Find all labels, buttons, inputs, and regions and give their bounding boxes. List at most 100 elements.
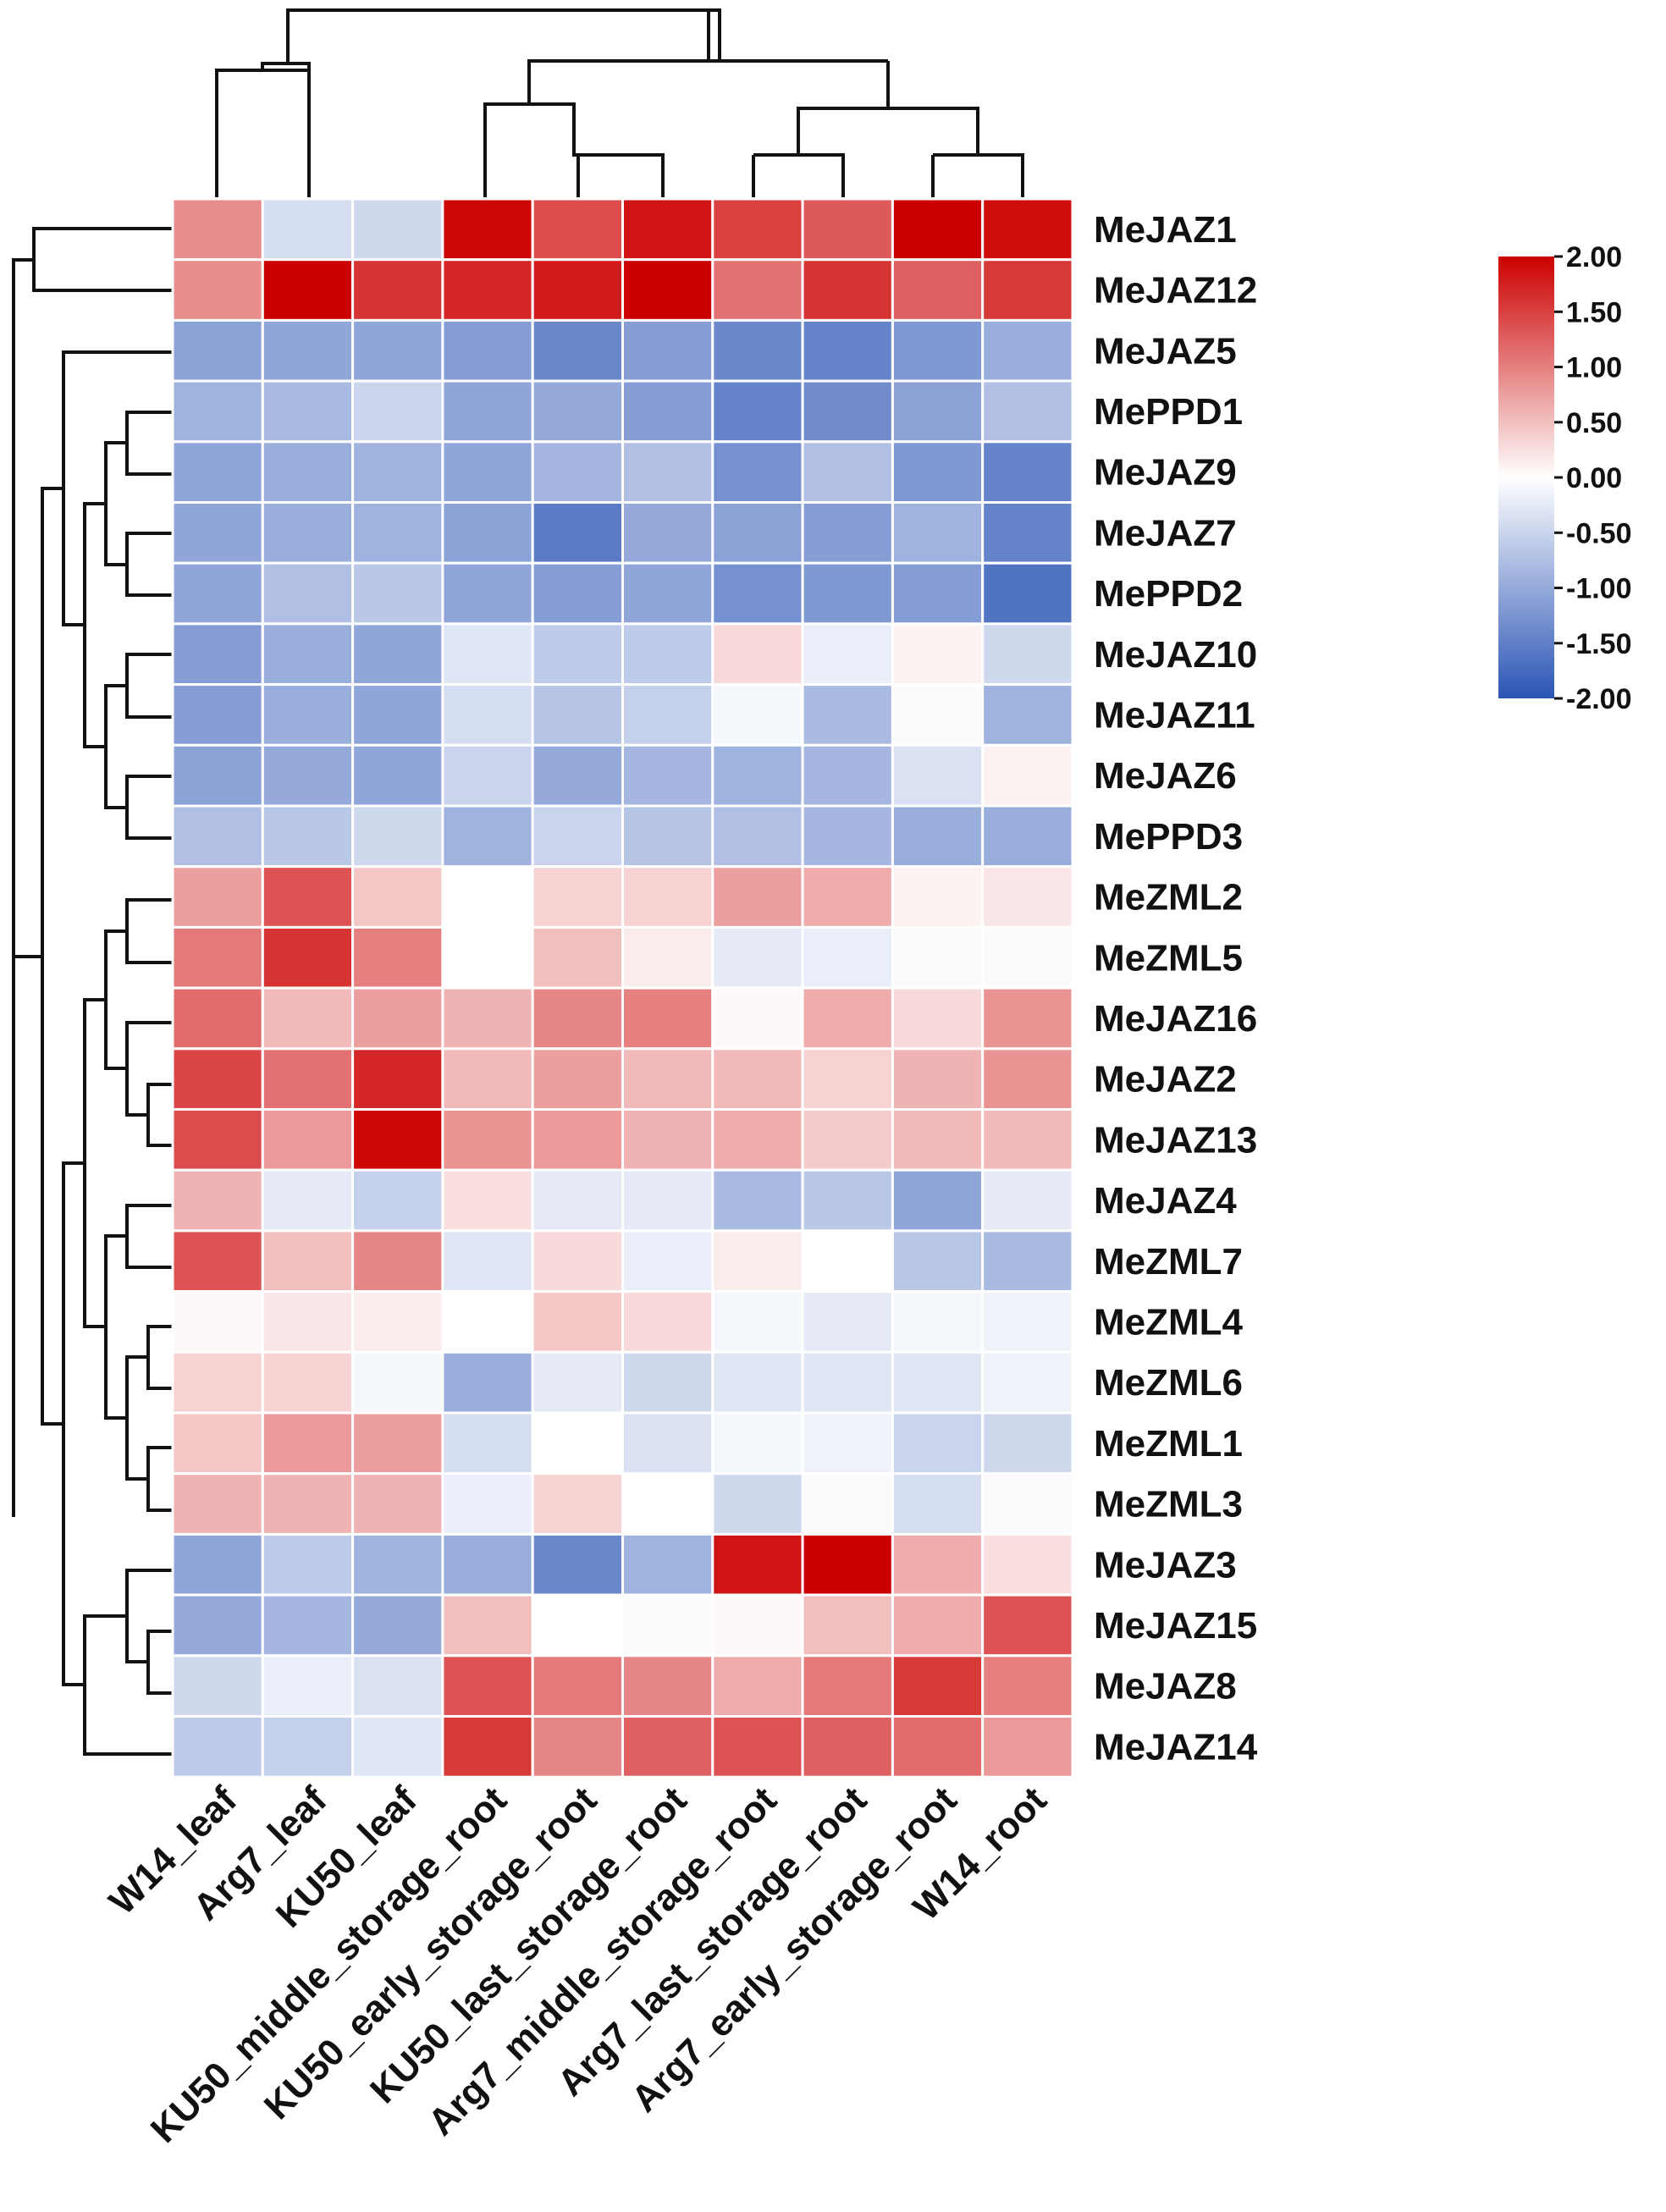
heatmap-cell (531, 1715, 625, 1779)
heatmap-cell (621, 1350, 714, 1415)
heatmap-cell (171, 1654, 264, 1718)
heatmap-cell (171, 1532, 264, 1597)
heatmap-cell (171, 1168, 264, 1233)
heatmap-cell (441, 1654, 534, 1718)
heatmap-cell (711, 1047, 804, 1112)
heatmap-cell (351, 1108, 444, 1172)
heatmap-cell (891, 804, 985, 869)
heatmap-cell (981, 622, 1074, 687)
heatmap-cell (261, 1532, 355, 1597)
colorbar-gradient (1498, 257, 1554, 698)
row-label: MeJAZ6 (1094, 755, 1237, 797)
heatmap-cell (531, 440, 625, 504)
heatmap-cell (801, 1715, 894, 1779)
heatmap-cell (531, 197, 625, 262)
heatmap-cell (621, 1108, 714, 1172)
heatmap-cell (531, 743, 625, 808)
heatmap-cell (531, 258, 625, 322)
row-label: MeJAZ9 (1094, 452, 1237, 494)
heatmap-cell (711, 1108, 804, 1172)
heatmap-cell (711, 622, 804, 687)
heatmap-cell (621, 1654, 714, 1718)
heatmap-cell (441, 1411, 534, 1476)
colorbar-tick-label: 1.00 (1566, 352, 1622, 384)
colorbar-tick-label: -1.50 (1566, 628, 1632, 660)
heatmap-cell (441, 379, 534, 444)
heatmap-cell (711, 318, 804, 383)
heatmap-cell (621, 258, 714, 322)
heatmap-cell (441, 804, 534, 869)
heatmap-cell (711, 683, 804, 747)
heatmap-cell (801, 986, 894, 1051)
heatmap-cell (981, 683, 1074, 747)
heatmap-cell (171, 1472, 264, 1536)
row-label: MeZML6 (1094, 1362, 1243, 1404)
row-label: MeZML4 (1094, 1302, 1244, 1343)
heatmap-cell (351, 258, 444, 322)
heatmap-cell (801, 622, 894, 687)
heatmap-cell (171, 683, 264, 747)
heatmap-cell (441, 1532, 534, 1597)
heatmap-cell (261, 1047, 355, 1112)
heatmap-cell (801, 1411, 894, 1476)
heatmap-cell (351, 1290, 444, 1354)
heatmap-cell (891, 1047, 985, 1112)
heatmap-cell (891, 440, 985, 504)
heatmap-cell (261, 1472, 355, 1536)
heatmap-cell (981, 1290, 1074, 1354)
heatmap-cell (621, 318, 714, 383)
heatmap-cell (351, 804, 444, 869)
heatmap-cell (801, 379, 894, 444)
heatmap-cell (351, 1229, 444, 1294)
heatmap-cell (981, 1472, 1074, 1536)
heatmap-cell (711, 1411, 804, 1476)
heatmap-cell (711, 1593, 804, 1658)
heatmap-cell (261, 379, 355, 444)
row-label: MeJAZ10 (1094, 634, 1257, 676)
heatmap-cell (981, 743, 1074, 808)
heatmap-cell (891, 1472, 985, 1536)
row-label: MeJAZ16 (1094, 998, 1257, 1040)
heatmap-cell (801, 1593, 894, 1658)
heatmap-cell (171, 986, 264, 1051)
heatmap-cell (891, 622, 985, 687)
heatmap-cell (891, 197, 985, 262)
heatmap-cell (351, 743, 444, 808)
heatmap-cell (801, 197, 894, 262)
row-label: MeJAZ12 (1094, 270, 1257, 312)
row-label: MeJAZ11 (1094, 695, 1255, 736)
heatmap-cell (441, 1715, 534, 1779)
row-label: MePPD1 (1094, 391, 1243, 433)
heatmap-cell (171, 925, 264, 990)
heatmap-cell (981, 258, 1074, 322)
heatmap-cell (801, 865, 894, 929)
heatmap-cell (351, 925, 444, 990)
heatmap-cell (261, 1350, 355, 1415)
heatmap-cell (531, 1654, 625, 1718)
heatmap-cell (981, 804, 1074, 869)
heatmap-cell (261, 1593, 355, 1658)
row-label: MeJAZ8 (1094, 1666, 1237, 1707)
heatmap-cell (171, 1290, 264, 1354)
heatmap-cell (891, 501, 985, 565)
heatmap-cell (801, 1290, 894, 1354)
heatmap-cell (711, 1350, 804, 1415)
heatmap-cell (531, 865, 625, 929)
heatmap-cell (891, 1532, 985, 1597)
heatmap-cell (981, 1715, 1074, 1779)
heatmap-cell (171, 1350, 264, 1415)
heatmap-cell (891, 986, 985, 1051)
heatmap-cell (801, 501, 894, 565)
heatmap-cell (891, 1290, 985, 1354)
heatmap-cell (261, 683, 355, 747)
colorbar-tick-label: 0.00 (1566, 462, 1622, 494)
heatmap-cell (441, 318, 534, 383)
heatmap-cell (621, 683, 714, 747)
heatmap-cell (891, 1593, 985, 1658)
heatmap-cell (981, 197, 1074, 262)
heatmap-cell (531, 1108, 625, 1172)
colorbar-tick-label: -0.50 (1566, 517, 1632, 549)
heatmap-cell (171, 743, 264, 808)
heatmap-cell (441, 440, 534, 504)
